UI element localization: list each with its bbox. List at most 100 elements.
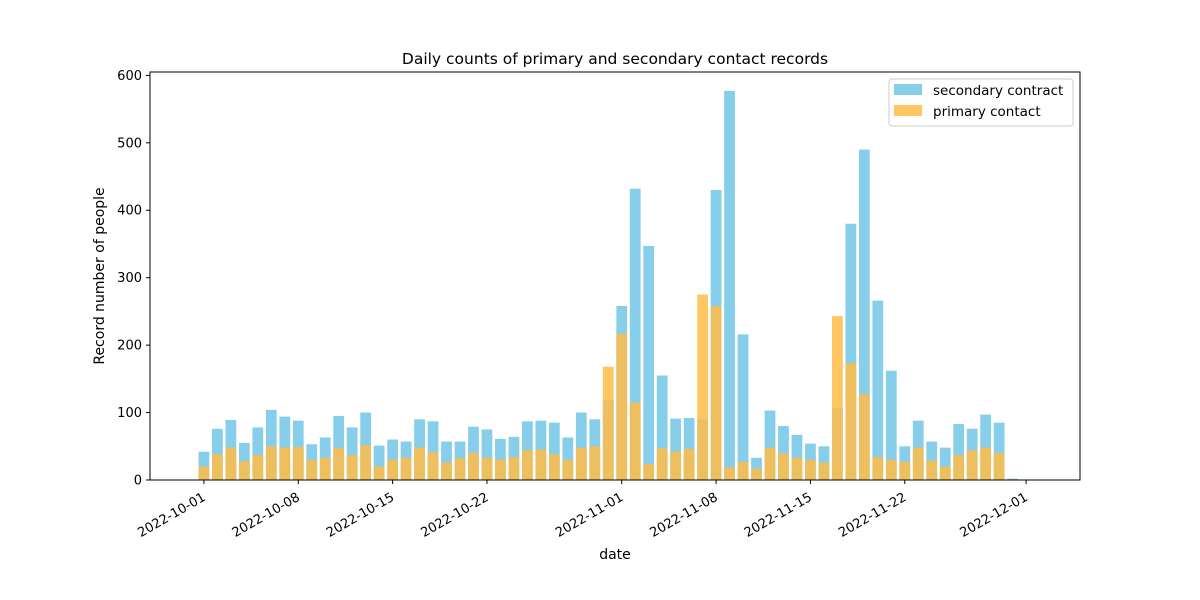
y-tick-label: 200 xyxy=(117,339,142,354)
bar-primary xyxy=(265,446,277,480)
bar-secondary xyxy=(252,427,264,480)
bar-primary xyxy=(629,402,641,480)
bar-primary xyxy=(575,447,587,480)
bar-primary xyxy=(912,447,924,480)
legend-swatch-primary xyxy=(894,105,922,116)
bar-primary xyxy=(966,450,978,480)
bars-layer xyxy=(198,90,1018,481)
bar-secondary xyxy=(656,375,668,480)
bar-primary xyxy=(980,447,992,480)
bar-primary xyxy=(697,294,708,480)
bar-secondary xyxy=(373,445,385,480)
bar-primary xyxy=(292,446,304,480)
bar-secondary xyxy=(265,409,277,480)
bar-primary xyxy=(872,457,884,480)
y-axis: 0 100 200 300 400 500 600 xyxy=(117,69,150,489)
bar-primary xyxy=(387,459,398,480)
bar-primary xyxy=(522,450,533,480)
y-tick-label: 400 xyxy=(117,204,142,219)
bar-primary xyxy=(319,457,331,480)
bar-secondary xyxy=(1007,478,1018,480)
bar-primary xyxy=(306,459,318,480)
bar-primary xyxy=(535,449,547,480)
bar-primary xyxy=(670,451,682,480)
legend-box xyxy=(888,78,1074,127)
bar-primary xyxy=(724,467,735,480)
bar-secondary xyxy=(629,188,641,481)
bar-primary xyxy=(683,448,695,480)
bar-primary xyxy=(212,454,223,480)
bar-primary xyxy=(805,459,816,480)
bar-primary xyxy=(643,463,655,480)
legend-swatch-secondary xyxy=(894,84,922,95)
bar-secondary xyxy=(643,245,655,480)
plot-frame xyxy=(149,71,1081,481)
bar-primary xyxy=(495,459,506,480)
chart-title: Daily counts of primary and secondary co… xyxy=(402,50,828,68)
bar-secondary xyxy=(885,370,897,480)
bar-secondary xyxy=(953,424,965,480)
bar-secondary xyxy=(346,427,358,480)
bar-secondary xyxy=(724,90,735,480)
bar-secondary xyxy=(441,441,452,480)
bar-primary xyxy=(926,460,938,480)
bar-primary xyxy=(953,455,965,480)
bar-primary xyxy=(845,363,857,480)
bar-secondary xyxy=(333,415,345,480)
bar-primary xyxy=(400,457,412,480)
bar-primary xyxy=(238,461,250,480)
bar-secondary xyxy=(683,417,695,480)
bar-primary xyxy=(832,316,843,480)
bar-primary xyxy=(468,453,479,480)
legend: secondary contract primary contact xyxy=(888,78,1074,127)
bar-secondary xyxy=(198,451,210,480)
bar-primary xyxy=(939,466,951,480)
x-axis-title: date xyxy=(599,547,631,563)
bar-secondary xyxy=(481,429,493,480)
legend-label-primary: primary contact xyxy=(933,104,1041,120)
bar-primary xyxy=(198,466,210,480)
bar-primary xyxy=(818,462,830,480)
bar-primary xyxy=(562,459,574,480)
bar-primary xyxy=(858,394,870,480)
legend-label-secondary: secondary contract xyxy=(933,83,1063,99)
bar-secondary xyxy=(575,412,587,480)
bar-secondary xyxy=(495,438,506,480)
bar-secondary xyxy=(737,334,749,480)
bar-secondary xyxy=(562,437,574,480)
bar-secondary xyxy=(764,410,776,480)
bar-primary xyxy=(656,448,668,480)
y-axis-title: Record number of people xyxy=(92,187,108,364)
bar-primary xyxy=(899,461,911,480)
y-tick-label: 0 xyxy=(134,474,142,489)
bar-primary xyxy=(885,459,897,480)
bar-secondary xyxy=(993,422,1005,480)
bar-secondary xyxy=(548,422,560,480)
bar-primary xyxy=(454,458,466,480)
bar-secondary xyxy=(939,447,951,480)
bar-primary xyxy=(441,462,452,480)
bar-primary xyxy=(481,457,493,480)
bar-primary xyxy=(993,453,1005,480)
bar-primary xyxy=(252,455,264,480)
bar-primary xyxy=(414,447,425,480)
bar-secondary xyxy=(858,149,870,481)
bar-primary xyxy=(508,457,520,480)
bar-secondary xyxy=(791,434,803,480)
bar-secondary xyxy=(670,418,682,480)
bar-primary xyxy=(548,454,560,480)
bar-primary xyxy=(373,466,385,480)
bar-primary xyxy=(333,448,345,480)
bar-primary xyxy=(710,306,722,480)
bar-primary xyxy=(751,468,762,480)
bar-primary xyxy=(346,455,358,480)
bar-primary xyxy=(279,447,291,480)
bar-primary xyxy=(616,333,628,480)
bar-primary xyxy=(360,444,372,480)
bar-secondary xyxy=(980,414,992,480)
bar-primary xyxy=(225,447,237,480)
bar-primary xyxy=(589,446,601,480)
bar-primary xyxy=(778,453,789,480)
bar-primary xyxy=(791,457,803,480)
